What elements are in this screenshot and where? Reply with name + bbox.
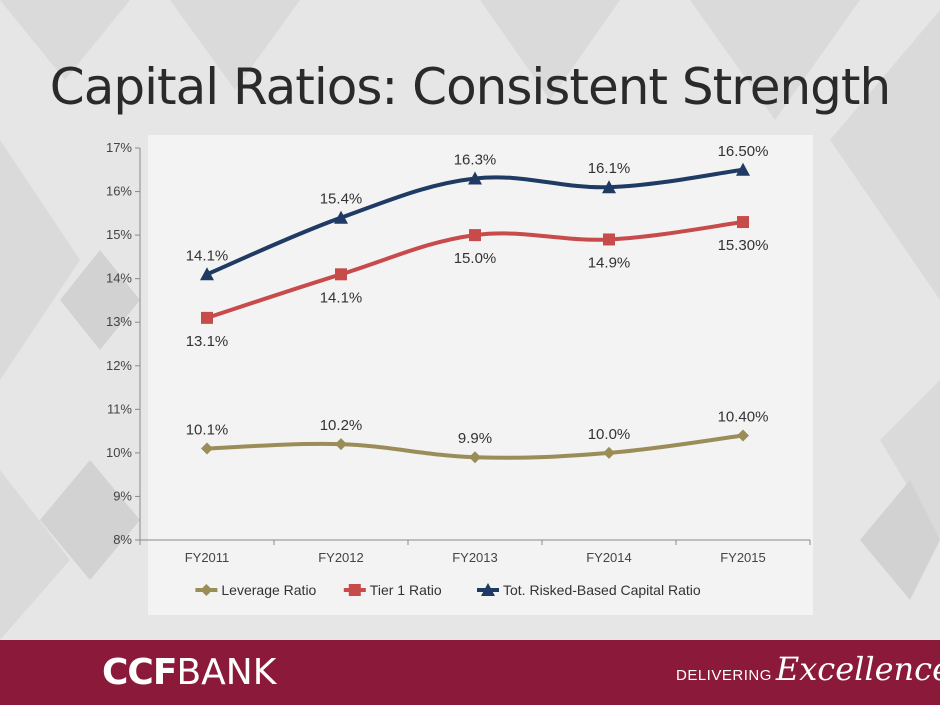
data-label-triangle: 16.1%	[588, 160, 631, 177]
y-tick-label: 8%	[113, 532, 132, 547]
delivering-excellence-tagline: DELIVERING Excellence	[676, 650, 940, 694]
x-tick-label: FY2012	[318, 550, 364, 565]
legend-label: Leverage Ratio	[221, 582, 316, 598]
data-point-square	[201, 311, 213, 324]
data-point-diamond	[737, 429, 749, 442]
tagline-word-delivering: DELIVERING	[676, 667, 772, 684]
y-tick-label: 9%	[113, 488, 132, 503]
y-tick-label: 16%	[106, 184, 132, 199]
y-tick-label: 12%	[106, 358, 132, 373]
data-label-diamond: 9.9%	[458, 430, 492, 447]
data-label-triangle: 16.3%	[454, 151, 497, 168]
x-tick-label: FY2014	[586, 550, 632, 565]
data-point-square	[603, 233, 615, 246]
data-point-triangle	[468, 171, 482, 185]
data-label-square: 14.1%	[320, 289, 363, 306]
data-label-square: 13.1%	[186, 333, 229, 350]
data-point-square	[335, 268, 347, 281]
data-label-diamond: 10.0%	[588, 426, 631, 443]
legend-label: Tot. Risked-Based Capital Ratio	[503, 582, 701, 598]
logo-prefix: CCF	[102, 651, 177, 693]
data-label-diamond: 10.2%	[320, 417, 363, 434]
data-point-diamond	[201, 442, 213, 455]
legend-label: Tier 1 Ratio	[370, 582, 442, 598]
data-label-square: 15.30%	[718, 237, 769, 254]
slide-background	[0, 0, 940, 640]
data-point-square	[469, 229, 481, 242]
logo-suffix: BANK	[176, 651, 277, 693]
legend-marker	[481, 583, 495, 596]
data-point-triangle	[200, 267, 214, 281]
slide-title: Capital Ratios: Consistent Strength	[49, 58, 891, 116]
data-label-triangle: 16.50%	[718, 143, 769, 160]
x-tick-label: FY2011	[185, 550, 230, 565]
chart-data-labels: 10.1% 10.2% 9.9% 10.0% 10.40% 13.1% 14.1% 15.0%…	[186, 143, 769, 447]
footer-bar	[0, 640, 940, 705]
data-point-triangle	[602, 180, 616, 194]
data-label-square: 14.9%	[588, 254, 631, 271]
line-chart: 8% 9% 10% 11% 12% 13% 14% 15% 16% 17% FY2011 FY2012…	[106, 140, 811, 598]
y-tick-label: 11%	[107, 401, 132, 416]
ccf-bank-logo: CCF BANK	[102, 651, 277, 693]
data-label-diamond: 10.40%	[718, 408, 769, 425]
data-label-diamond: 10.1%	[186, 422, 229, 439]
data-point-diamond	[469, 451, 481, 464]
data-point-triangle	[736, 162, 750, 176]
chart-legend: Leverage Ratio Tier 1 Ratio Tot. Risked-Ba…	[195, 582, 701, 598]
y-tick-label: 13%	[106, 314, 132, 329]
chart-axes: 8% 9% 10% 11% 12% 13% 14% 15% 16% 17% FY2011 FY2012…	[106, 140, 811, 565]
y-tick-label: 14%	[106, 271, 132, 286]
data-point-diamond	[603, 446, 615, 459]
chart-series	[200, 162, 750, 464]
data-point-diamond	[335, 438, 347, 451]
data-label-triangle: 14.1%	[186, 247, 229, 264]
data-label-triangle: 15.4%	[320, 191, 363, 208]
legend-marker	[200, 584, 213, 596]
tagline-word-excellence: Excellence	[775, 650, 940, 688]
data-point-triangle	[334, 210, 348, 224]
y-tick-label: 17%	[106, 140, 132, 155]
legend-marker	[348, 584, 361, 596]
x-tick-label: FY2013	[452, 550, 498, 565]
data-point-square	[737, 216, 749, 229]
y-tick-label: 10%	[106, 445, 132, 460]
x-tick-label: FY2015	[720, 550, 766, 565]
y-tick-label: 15%	[106, 227, 132, 242]
data-label-square: 15.0%	[454, 250, 497, 267]
